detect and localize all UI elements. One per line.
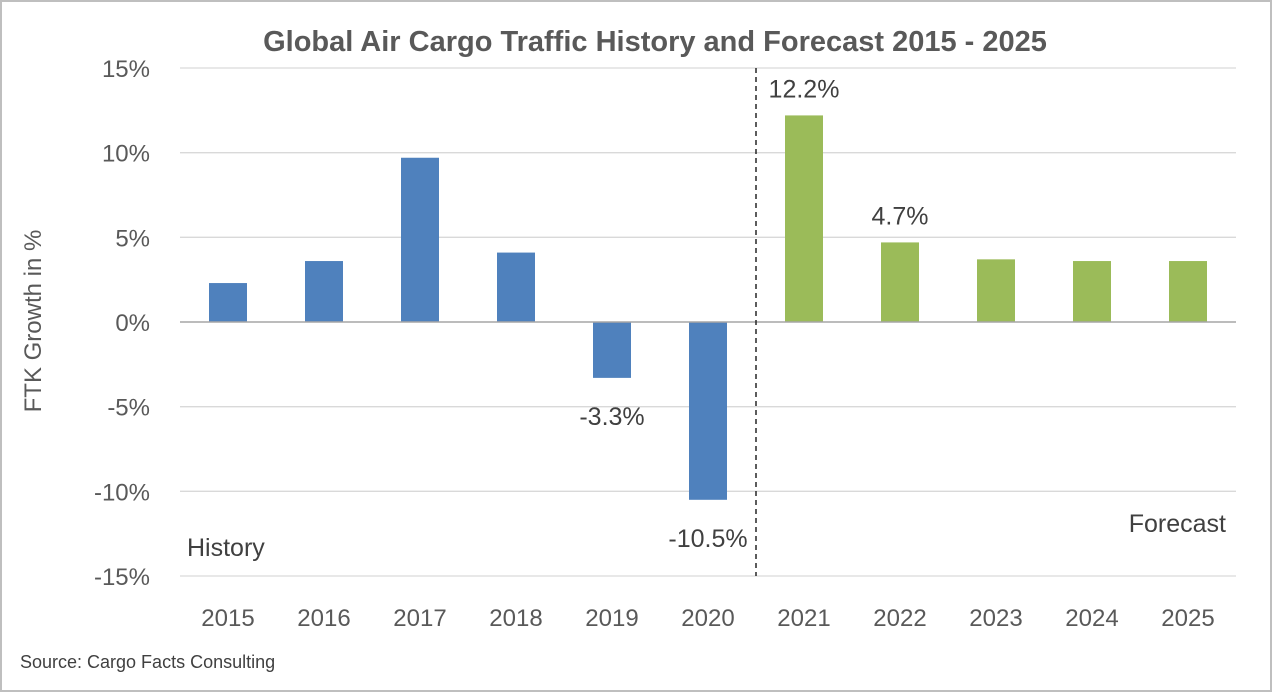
bar-2023 — [977, 259, 1015, 322]
x-tick-label: 2017 — [393, 605, 446, 632]
x-tick-label: 2023 — [969, 605, 1022, 632]
bar-2017 — [401, 157, 439, 322]
y-tick-label: 0% — [115, 310, 150, 337]
x-tick-label: 2025 — [1161, 605, 1214, 632]
data-label-2021: 12.2% — [769, 75, 840, 103]
bar-2024 — [1073, 261, 1111, 322]
x-tick-label: 2020 — [681, 605, 734, 632]
y-axis-label: FTK Growth in % — [20, 230, 47, 413]
data-label-2020: -10.5% — [668, 525, 747, 553]
data-labels: -3.3% -10.5% 12.2% 4.7% — [579, 75, 928, 552]
bar-2016 — [305, 261, 343, 322]
bars — [209, 115, 1207, 500]
y-tick-label: -15% — [94, 564, 150, 591]
x-axis-ticks: 2015 2016 2017 2018 2019 2020 2021 2022 2023 2024… — [201, 605, 1214, 632]
y-tick-label: 5% — [115, 225, 150, 252]
x-tick-label: 2021 — [777, 605, 830, 632]
forecast-label: Forecast — [1129, 510, 1226, 538]
y-axis-ticks: 15% 10% 5% 0% -5% -10% -15% — [94, 56, 150, 591]
x-tick-label: 2019 — [585, 605, 638, 632]
data-label-2022: 4.7% — [872, 202, 929, 230]
chart-title: Global Air Cargo Traffic History and For… — [263, 26, 1047, 58]
source-note: Source: Cargo Facts Consulting — [20, 652, 275, 672]
bar-2022 — [881, 242, 919, 322]
x-tick-label: 2022 — [873, 605, 926, 632]
bar-2019 — [593, 322, 631, 378]
bar-2018 — [497, 252, 535, 322]
x-tick-label: 2015 — [201, 605, 254, 632]
y-tick-label: 10% — [102, 141, 150, 168]
x-tick-label: 2016 — [297, 605, 350, 632]
bar-2020 — [689, 322, 727, 500]
y-tick-label: -10% — [94, 479, 150, 506]
y-tick-label: -5% — [107, 395, 150, 422]
history-label: History — [187, 534, 265, 562]
x-tick-label: 2024 — [1065, 605, 1118, 632]
y-tick-label: 15% — [102, 56, 150, 83]
data-label-2019: -3.3% — [579, 403, 644, 431]
bar-2015 — [209, 283, 247, 322]
bar-2021 — [785, 115, 823, 322]
x-tick-label: 2018 — [489, 605, 542, 632]
bar-2025 — [1169, 261, 1207, 322]
